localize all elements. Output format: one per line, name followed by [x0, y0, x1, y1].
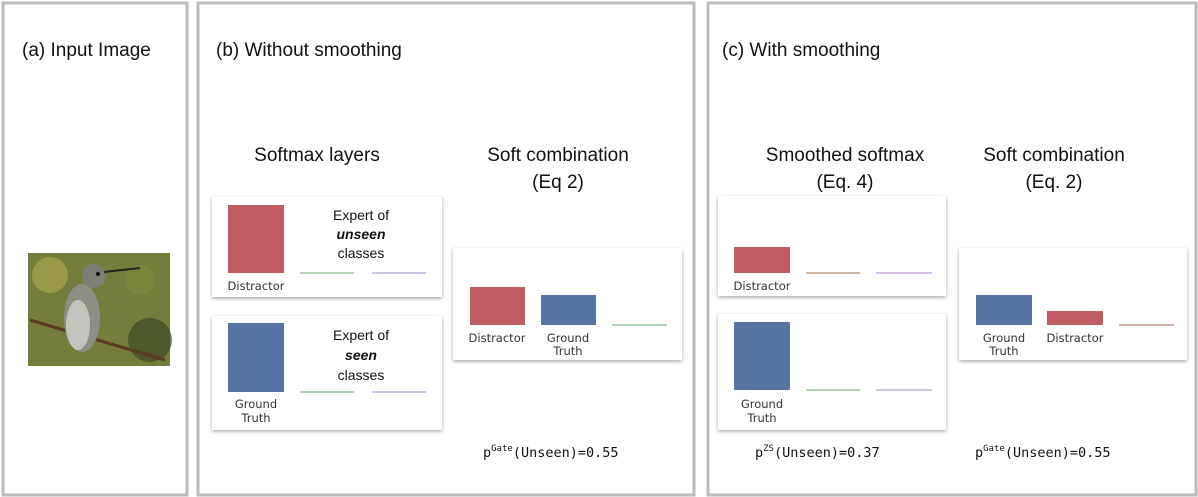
column-heading: (Eq. 4) [816, 172, 873, 193]
formula-symbol: p [483, 445, 491, 461]
bar [976, 295, 1032, 325]
bar-label: Truth [746, 411, 776, 425]
bar-label: Ground [547, 331, 589, 345]
figure: (a) Input Image (b) Without smoothing (c… [0, 0, 1198, 497]
expert-label: classes [338, 245, 385, 261]
formula-text: (Unseen)=0.55 [513, 445, 619, 461]
bar [228, 323, 284, 392]
bar-label: Distractor [734, 279, 791, 293]
bar-label: Distractor [1047, 331, 1104, 345]
bar-label: Ground [983, 331, 1025, 345]
bar-label: Truth [552, 344, 582, 358]
bar [470, 287, 525, 325]
bar [1047, 311, 1103, 325]
column-heading: Soft combination [487, 145, 629, 166]
formula-text: (Unseen)=0.55 [1005, 445, 1111, 461]
column-heading: (Eq. 2) [1025, 172, 1082, 193]
bar [734, 247, 790, 273]
formula: pZS(Unseen)=0.37 [755, 444, 880, 461]
column-heading: Smoothed softmax [766, 145, 925, 166]
formula-superscript: Gate [491, 444, 513, 454]
formula-superscript: ZS [763, 444, 774, 454]
expert-label: unseen [336, 226, 385, 242]
bar-label: Distractor [228, 279, 285, 293]
bar-label: Truth [988, 344, 1018, 358]
column-heading: Softmax layers [254, 145, 380, 166]
expert-label: seen [345, 347, 377, 363]
column-heading: (Eq 2) [532, 172, 584, 193]
expert-label: Expert of [333, 207, 389, 223]
bar-label: Distractor [469, 331, 526, 345]
formula-text: (Unseen)=0.37 [774, 445, 880, 461]
bar-label: Truth [240, 411, 270, 425]
formula-superscript: Gate [983, 444, 1005, 454]
formula-symbol: p [975, 445, 983, 461]
bar [541, 295, 596, 325]
bar [228, 205, 284, 273]
bar-label: Ground [741, 397, 783, 411]
formula-symbol: p [755, 445, 763, 461]
bar-label: Ground [235, 397, 277, 411]
bar [734, 322, 790, 390]
expert-label: Expert of [333, 327, 389, 343]
panel-title: (b) Without smoothing [216, 40, 402, 61]
expert-label: classes [338, 367, 385, 383]
column-heading: Soft combination [983, 145, 1125, 166]
input-image [28, 253, 172, 366]
panel-title: (a) Input Image [22, 40, 151, 61]
panel-title: (c) With smoothing [722, 40, 880, 61]
panel-a [3, 3, 187, 495]
